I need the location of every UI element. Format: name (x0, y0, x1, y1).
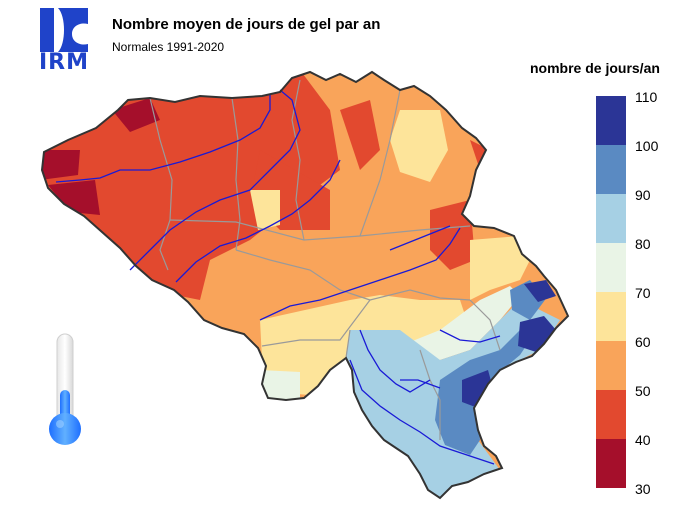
legend-bin-80-90 (596, 194, 626, 243)
legend-tick-30: 30 (635, 481, 651, 497)
legend-bin-90-100 (596, 145, 626, 194)
legend-tick-50: 50 (635, 383, 651, 399)
legend-bin-50-60 (596, 341, 626, 390)
legend-tick-70: 70 (635, 285, 651, 301)
thermometer-icon (49, 333, 81, 445)
legend-tick-60: 60 (635, 334, 651, 350)
map-title: Nombre moyen de jours de gel par an (112, 16, 381, 33)
map-subtitle: Normales 1991-2020 (112, 40, 225, 54)
belgium-map (41, 71, 569, 499)
legend-bin-30-40 (596, 439, 626, 488)
legend-bin-70-80 (596, 243, 626, 292)
legend-bin-100-110 (596, 96, 626, 145)
legend-tick-110: 110 (635, 89, 658, 105)
legend-bin-40-50 (596, 390, 626, 439)
rivers (55, 89, 501, 465)
legend-tick-40: 40 (635, 432, 651, 448)
legend-tick-80: 80 (635, 236, 651, 252)
logo-text: IRM (38, 50, 90, 75)
legend-title: nombre de jours/an (530, 60, 660, 76)
irm-logo (40, 8, 88, 52)
legend-tick-90: 90 (635, 187, 651, 203)
legend-tick-100: 100 (635, 138, 659, 154)
province-borders (149, 79, 501, 440)
legend-bin-60-70 (596, 292, 626, 341)
